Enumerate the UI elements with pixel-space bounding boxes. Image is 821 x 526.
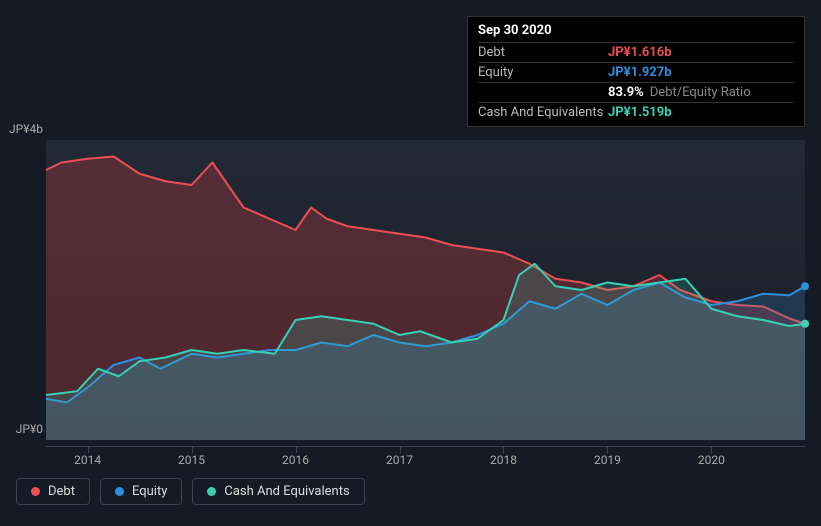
chart-svg <box>46 140 805 440</box>
tooltip-row-extra: Debt/Equity Ratio <box>650 85 751 100</box>
chart-area: JP¥4b JP¥0 <box>16 120 805 440</box>
x-tick-label: 2018 <box>490 453 517 467</box>
tooltip-row: Cash And EquivalentsJP¥1.519b <box>478 102 794 122</box>
x-tick-label: 2020 <box>698 453 725 467</box>
tooltip-row-value: JP¥1.927b <box>608 65 672 80</box>
legend-dot-icon <box>31 487 40 496</box>
legend-label: Equity <box>132 484 167 499</box>
tooltip-row-label: Cash And Equivalents <box>478 105 608 120</box>
series-end-marker-cash-and-equivalents <box>801 320 809 328</box>
legend-dot-icon <box>207 487 216 496</box>
tooltip-card: Sep 30 2020 DebtJP¥1.616bEquityJP¥1.927b… <box>467 16 805 127</box>
x-axis: 2014 2015 2016 2017 2018 2019 2020 <box>46 446 805 466</box>
plot-region[interactable] <box>46 140 805 440</box>
x-tick-label: 2017 <box>386 453 413 467</box>
legend-item-debt[interactable]: Debt <box>16 478 90 505</box>
tooltip-row-label: Equity <box>478 65 608 80</box>
tooltip-rows: DebtJP¥1.616bEquityJP¥1.927b83.9%Debt/Eq… <box>478 42 794 122</box>
legend-label: Debt <box>48 484 75 499</box>
legend: Debt Equity Cash And Equivalents <box>16 478 365 505</box>
legend-item-equity[interactable]: Equity <box>100 478 182 505</box>
x-tick-label: 2014 <box>74 453 101 467</box>
tooltip-row: EquityJP¥1.927b <box>478 62 794 82</box>
tooltip-row-label: Debt <box>478 45 608 60</box>
x-tick-label: 2016 <box>282 453 309 467</box>
tooltip-row-value: 83.9% <box>608 85 644 100</box>
y-axis-min-label: JP¥0 <box>0 422 43 436</box>
legend-dot-icon <box>115 487 124 496</box>
legend-item-cash-and-equivalents[interactable]: Cash And Equivalents <box>192 478 364 505</box>
tooltip-row-value: JP¥1.519b <box>608 105 672 120</box>
tooltip-row-value: JP¥1.616b <box>608 45 672 60</box>
tooltip-date: Sep 30 2020 <box>478 23 794 38</box>
tooltip-row: 83.9% Debt/Equity Ratio <box>478 82 794 102</box>
tooltip-row: DebtJP¥1.616b <box>478 42 794 62</box>
series-end-marker-equity <box>801 282 809 290</box>
x-tick-label: 2019 <box>594 453 621 467</box>
tooltip-row-label <box>478 85 608 100</box>
legend-label: Cash And Equivalents <box>224 484 349 499</box>
x-tick-label: 2015 <box>178 453 205 467</box>
y-axis-max-label: JP¥4b <box>0 122 43 136</box>
